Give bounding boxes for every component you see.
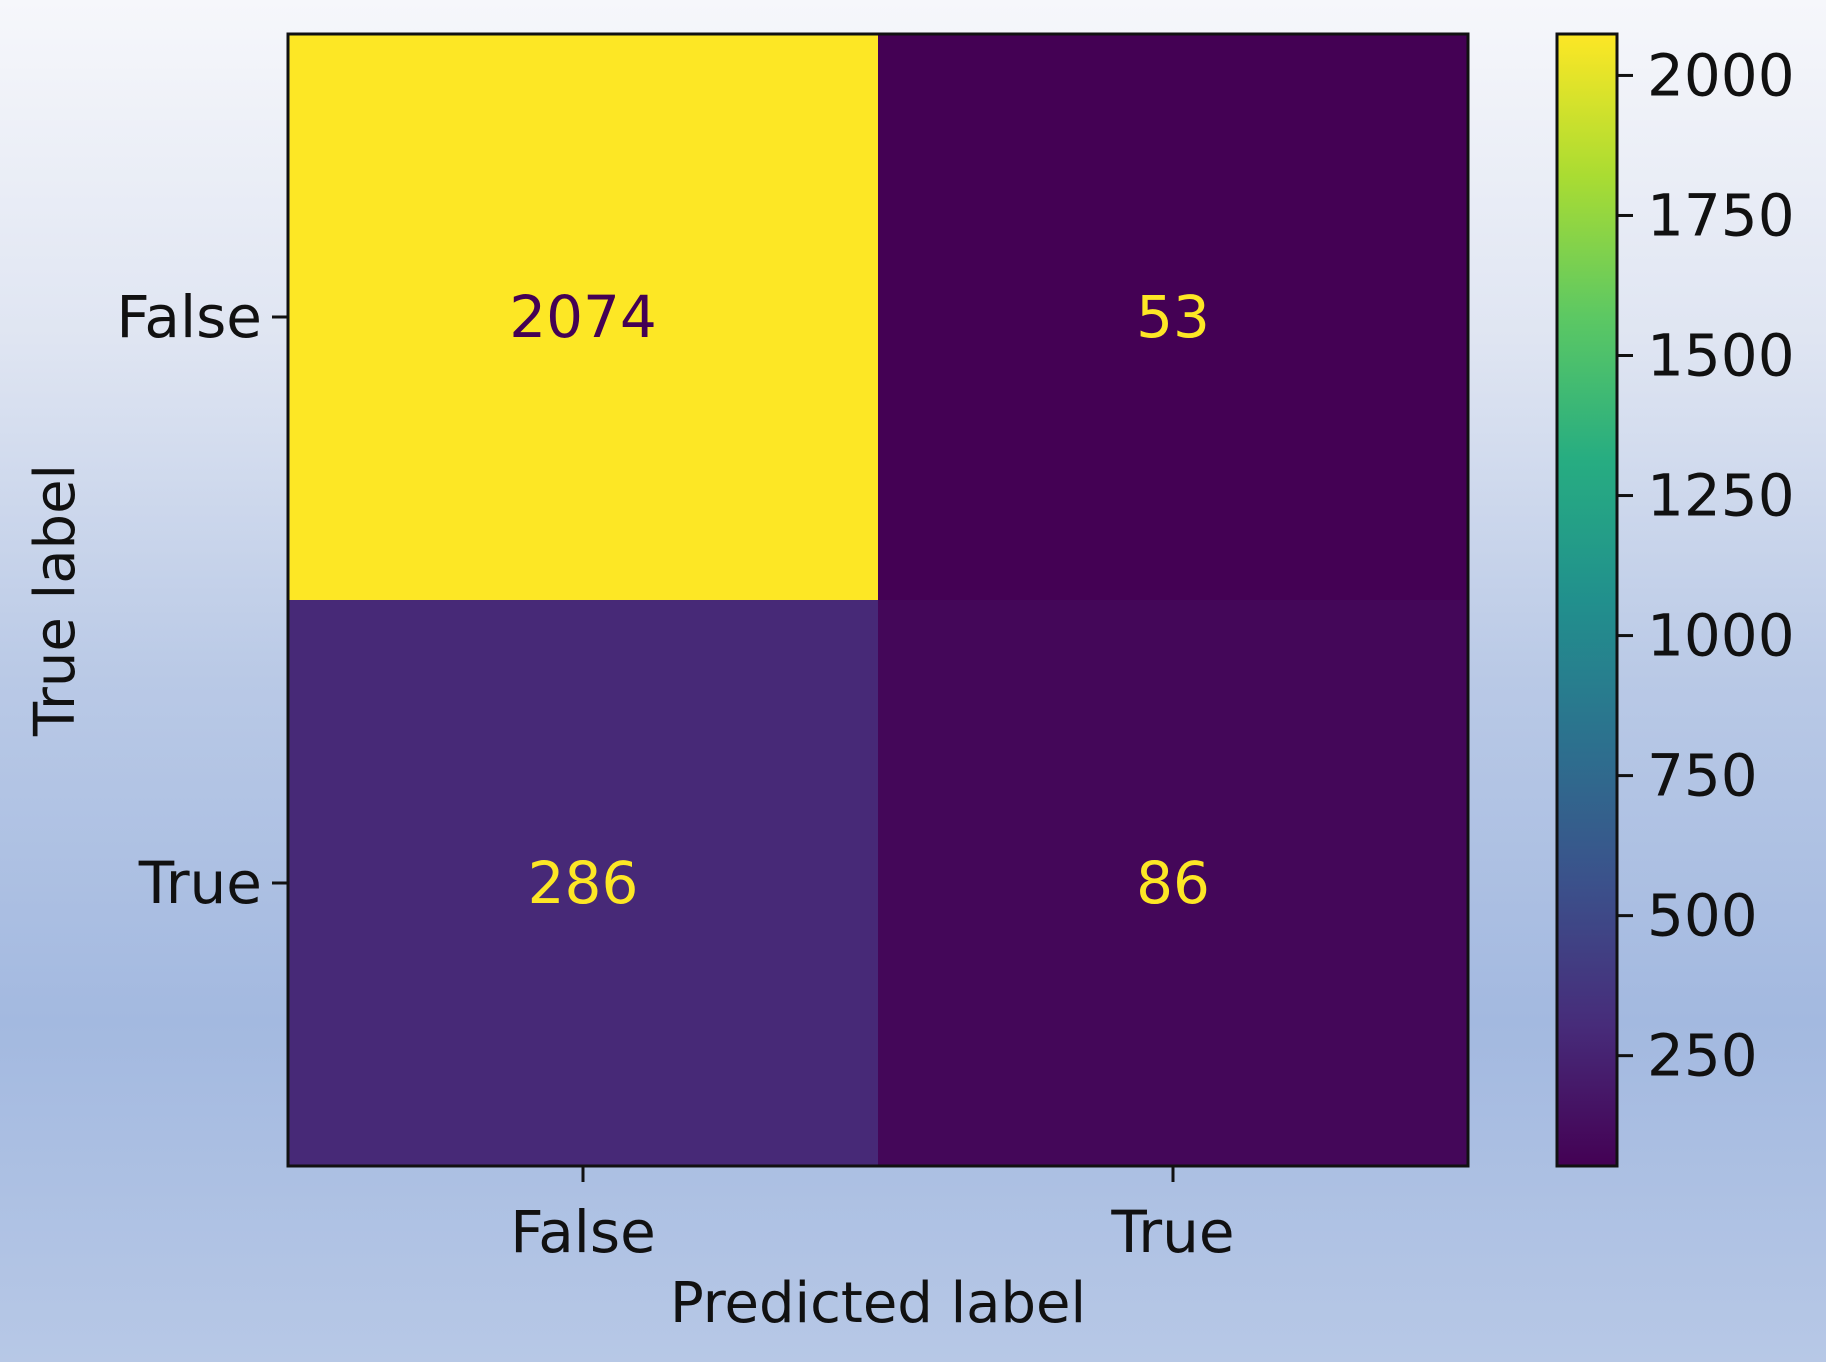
colorbar <box>1555 32 1619 1168</box>
colorbar-ticks: 250 500 750 1000 1250 1500 1750 2000 <box>1617 41 1795 1090</box>
matrix-cell-labels: 2074 53 286 86 <box>509 283 1210 917</box>
colorbar-tick-label: 2000 <box>1647 41 1795 109</box>
y-axis-label: True label <box>23 464 88 737</box>
cell-value-label: 53 <box>1136 283 1210 351</box>
colorbar-tick-label: 1500 <box>1647 322 1795 390</box>
colorbar-tick-label: 250 <box>1647 1022 1758 1090</box>
colorbar-tick-label: 750 <box>1647 742 1758 810</box>
colorbar-tick-label: 500 <box>1647 882 1758 950</box>
matrix-cells <box>288 34 1469 1167</box>
x-axis-label: Predicted label <box>670 1271 1086 1336</box>
x-tick-label: False <box>510 1198 656 1266</box>
colorbar-tick-label: 1250 <box>1647 462 1795 530</box>
x-tick-label: True <box>1110 1198 1234 1266</box>
cell-value-label: 86 <box>1136 849 1210 917</box>
cell-value-label: 2074 <box>509 283 657 351</box>
matrix-cell <box>288 600 879 1167</box>
matrix-cell <box>878 600 1469 1167</box>
matrix-cell <box>878 34 1469 601</box>
colorbar-tick-label: 1000 <box>1647 602 1795 670</box>
y-tick-label: False <box>116 283 262 351</box>
x-axis-ticks: False True <box>510 1166 1235 1266</box>
matrix-cell <box>288 34 879 601</box>
y-axis-ticks: False True <box>116 283 288 917</box>
cell-value-label: 286 <box>528 849 639 917</box>
y-tick-label: True <box>138 849 262 917</box>
colorbar-tick-label: 1750 <box>1647 181 1795 249</box>
plot-frame <box>286 32 1470 1168</box>
